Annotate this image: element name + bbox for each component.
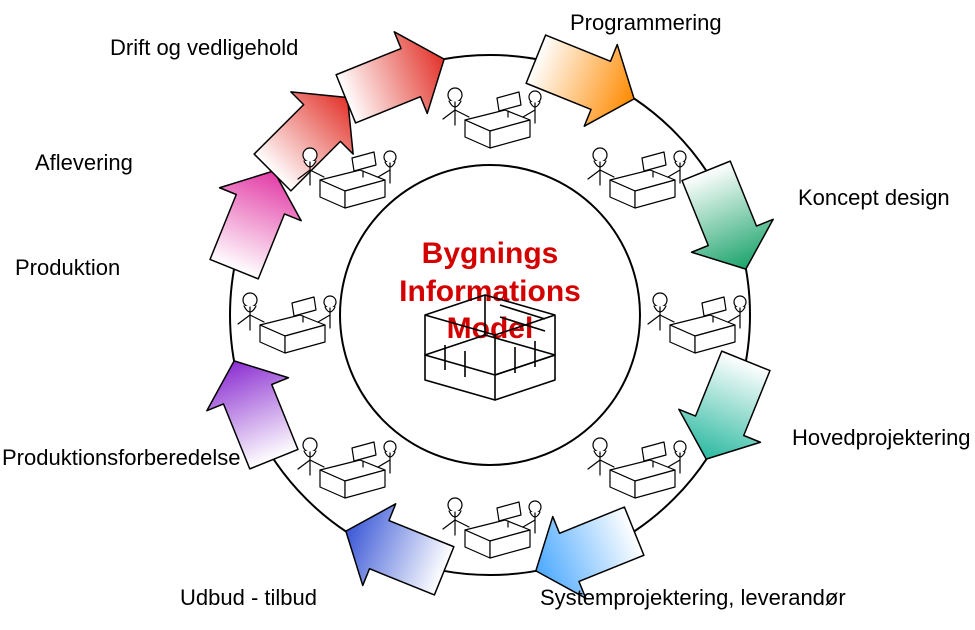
diagram-stage: Bygnings Informations Model bbox=[0, 0, 975, 630]
label-systemprojektering: Systemprojektering, leverandør bbox=[540, 585, 846, 611]
station-sketch-6 bbox=[290, 125, 400, 215]
station-sketch-5 bbox=[230, 270, 340, 360]
station-sketch-1 bbox=[640, 270, 750, 360]
label-produktion: Produktion bbox=[15, 255, 120, 281]
station-sketch-2 bbox=[580, 415, 690, 505]
label-koncept-design: Koncept design bbox=[798, 185, 950, 211]
label-hovedprojektering: Hovedprojektering bbox=[792, 425, 971, 451]
label-produktionsforberedelse: Produktionsforberedelse bbox=[2, 445, 240, 471]
label-aflevering: Aflevering bbox=[35, 150, 133, 176]
station-sketch-3 bbox=[435, 475, 545, 565]
center-building-icon bbox=[405, 265, 575, 405]
label-drift-vedligehold: Drift og vedligehold bbox=[110, 35, 298, 61]
station-sketch-4 bbox=[290, 415, 400, 505]
label-udbud-tilbud: Udbud - tilbud bbox=[180, 585, 317, 611]
label-programmering: Programmering bbox=[570, 10, 722, 36]
station-sketch-7 bbox=[435, 65, 545, 155]
station-sketch-0 bbox=[580, 125, 690, 215]
